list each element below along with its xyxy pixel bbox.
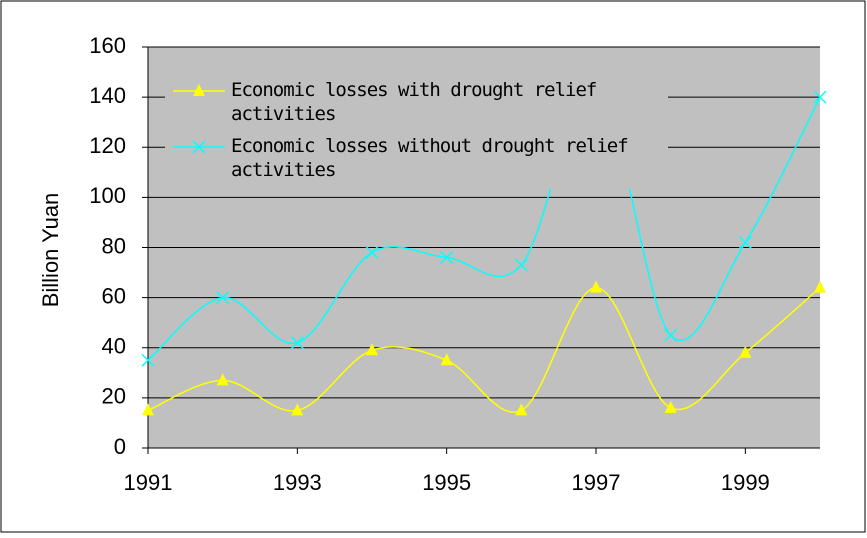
marker — [664, 400, 677, 413]
legend-box — [165, 77, 668, 189]
x-tick-label: 1997 — [572, 470, 621, 495]
marker — [193, 84, 205, 96]
marker — [291, 403, 304, 416]
marker — [216, 291, 230, 305]
y-tick-label: 160 — [89, 33, 126, 58]
marker — [141, 353, 155, 367]
marker — [738, 235, 752, 250]
marker — [216, 373, 229, 386]
marker — [590, 280, 602, 293]
marker — [440, 353, 453, 366]
line — [147, 286, 821, 413]
legend-label: Economic losses without drought relief a… — [231, 135, 629, 181]
marker — [142, 403, 154, 416]
marker — [366, 343, 378, 356]
marker — [440, 250, 454, 265]
marker — [814, 280, 826, 293]
marker — [813, 90, 827, 104]
marker — [739, 345, 752, 358]
y-tick-label: 20 — [102, 384, 126, 409]
marker — [290, 336, 304, 350]
legend-label: Economic losses with drought relief acti… — [231, 79, 597, 125]
y-tick-label: 40 — [102, 334, 126, 359]
y-tick-label: 100 — [89, 183, 126, 208]
y-tick-label: 60 — [102, 283, 126, 308]
y-tick-label: 0 — [114, 434, 126, 459]
y-tick-label: 80 — [102, 233, 126, 258]
y-tick-label: 120 — [89, 133, 126, 158]
y-axis-label: Billion Yuan — [38, 193, 63, 308]
marker — [664, 328, 678, 342]
marker — [365, 245, 379, 260]
x-tick-label: 1991 — [124, 470, 173, 495]
x-tick-label: 1999 — [721, 470, 770, 495]
marker — [514, 258, 528, 272]
legend-item: Economic losses without drought relief a… — [231, 135, 629, 181]
legend-item: Economic losses with drought relief acti… — [231, 79, 597, 125]
x-tick-label: 1995 — [422, 470, 471, 495]
y-tick-label: 140 — [89, 83, 126, 108]
marker — [515, 403, 528, 416]
marker — [192, 140, 206, 154]
x-tick-label: 1993 — [273, 470, 322, 495]
